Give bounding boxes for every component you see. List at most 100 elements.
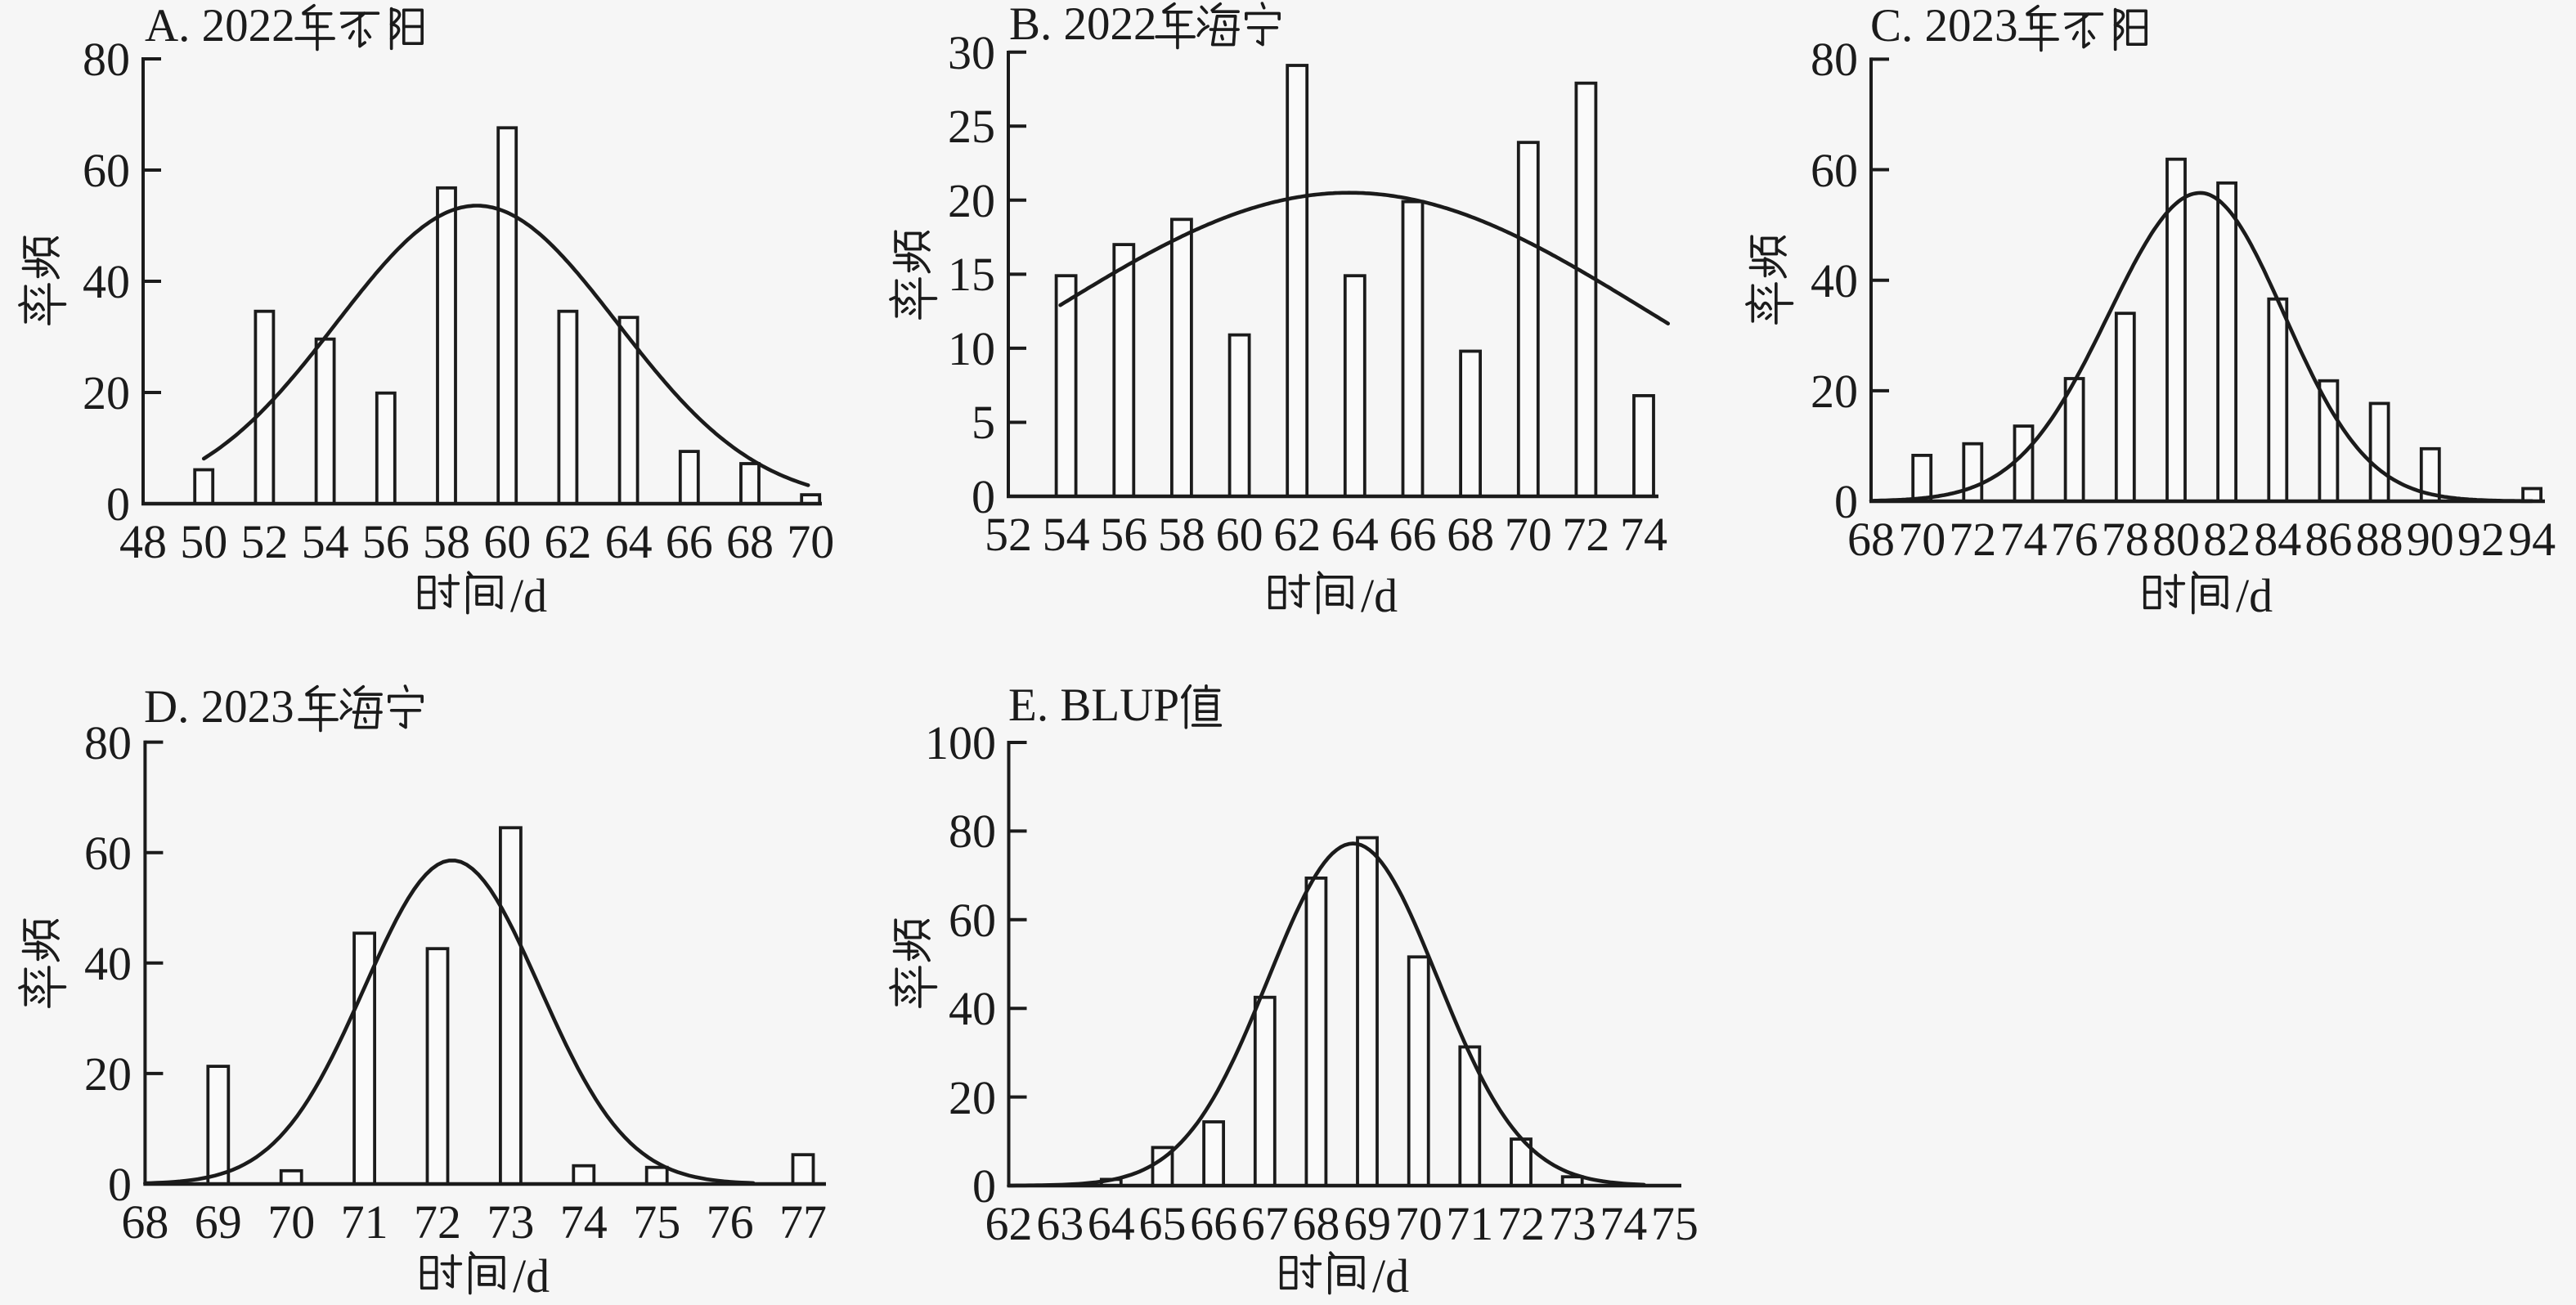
svg-text:0: 0 <box>1834 475 1858 528</box>
svg-text:66: 66 <box>1389 508 1437 561</box>
svg-text:0: 0 <box>108 1158 132 1211</box>
svg-text:/d: /d <box>1361 569 1398 622</box>
svg-text:25: 25 <box>948 100 995 153</box>
svg-text:80: 80 <box>83 33 130 86</box>
svg-text:75: 75 <box>633 1195 680 1249</box>
svg-text:69: 69 <box>1344 1197 1391 1250</box>
svg-text:66: 66 <box>1190 1197 1237 1250</box>
svg-text:68: 68 <box>121 1195 168 1249</box>
svg-text:74: 74 <box>2000 513 2048 566</box>
svg-text:64: 64 <box>1088 1197 1135 1250</box>
svg-text:B. 2022: B. 2022 <box>1009 0 1157 50</box>
svg-text:74: 74 <box>560 1195 608 1249</box>
svg-text:20: 20 <box>949 1071 996 1124</box>
svg-text:68: 68 <box>1847 513 1895 566</box>
svg-text:20: 20 <box>83 366 130 419</box>
svg-text:/d: /d <box>2236 569 2273 622</box>
svg-text:20: 20 <box>84 1047 132 1101</box>
svg-text:71: 71 <box>1446 1197 1493 1250</box>
svg-text:73: 73 <box>487 1195 534 1249</box>
svg-text:72: 72 <box>414 1195 461 1249</box>
svg-text:A. 2022: A. 2022 <box>145 0 295 52</box>
svg-text:58: 58 <box>423 515 470 568</box>
svg-text:52: 52 <box>985 508 1032 561</box>
svg-text:20: 20 <box>948 174 995 227</box>
svg-text:76: 76 <box>707 1195 754 1249</box>
svg-text:78: 78 <box>2102 513 2149 566</box>
svg-text:90: 90 <box>2407 513 2454 566</box>
svg-text:30: 30 <box>948 26 995 79</box>
svg-text:D. 2023: D. 2023 <box>144 681 294 733</box>
svg-text:80: 80 <box>949 805 996 858</box>
svg-text:15: 15 <box>948 248 995 301</box>
svg-text:E. BLUP: E. BLUP <box>1008 679 1179 731</box>
svg-text:72: 72 <box>1562 508 1609 561</box>
svg-text:86: 86 <box>2304 513 2352 566</box>
svg-text:80: 80 <box>2152 513 2200 566</box>
svg-text:40: 40 <box>949 982 996 1035</box>
svg-text:64: 64 <box>605 515 653 568</box>
svg-text:100: 100 <box>925 716 996 769</box>
svg-text:40: 40 <box>83 255 130 308</box>
svg-text:0: 0 <box>972 470 995 523</box>
svg-text:70: 70 <box>267 1195 315 1249</box>
svg-text:66: 66 <box>666 515 713 568</box>
svg-text:82: 82 <box>2203 513 2251 566</box>
svg-text:73: 73 <box>1549 1197 1596 1250</box>
svg-text:69: 69 <box>195 1195 242 1249</box>
svg-text:94: 94 <box>2508 513 2556 566</box>
svg-text:60: 60 <box>949 894 996 947</box>
svg-text:70: 70 <box>787 515 834 568</box>
svg-text:50: 50 <box>180 515 227 568</box>
svg-text:80: 80 <box>1811 33 1858 86</box>
svg-text:/d: /d <box>1372 1249 1409 1303</box>
svg-text:10: 10 <box>948 322 995 375</box>
svg-text:60: 60 <box>1811 144 1858 197</box>
svg-text:63: 63 <box>1036 1197 1084 1250</box>
svg-text:80: 80 <box>84 716 132 769</box>
svg-text:72: 72 <box>1497 1197 1545 1250</box>
svg-text:62: 62 <box>985 1197 1033 1250</box>
svg-text:56: 56 <box>362 515 410 568</box>
svg-text:77: 77 <box>779 1195 827 1249</box>
svg-text:74: 74 <box>1600 1197 1647 1250</box>
svg-text:60: 60 <box>84 827 132 880</box>
svg-text:0: 0 <box>106 478 130 531</box>
svg-text:5: 5 <box>972 396 995 449</box>
svg-text:70: 70 <box>1505 508 1552 561</box>
svg-text:68: 68 <box>1447 508 1494 561</box>
svg-text:60: 60 <box>83 144 130 197</box>
svg-text:74: 74 <box>1620 508 1667 561</box>
svg-text:68: 68 <box>726 515 774 568</box>
svg-text:56: 56 <box>1100 508 1147 561</box>
svg-text:60: 60 <box>483 515 531 568</box>
svg-text:71: 71 <box>341 1195 388 1249</box>
svg-text:67: 67 <box>1241 1197 1289 1250</box>
svg-text:54: 54 <box>1043 508 1090 561</box>
svg-text:75: 75 <box>1651 1197 1699 1250</box>
svg-text:62: 62 <box>1273 508 1321 561</box>
svg-text:52: 52 <box>240 515 288 568</box>
svg-text:58: 58 <box>1158 508 1205 561</box>
svg-text:0: 0 <box>972 1159 996 1213</box>
svg-text:20: 20 <box>1811 365 1858 418</box>
svg-text:40: 40 <box>1811 254 1858 307</box>
svg-text:65: 65 <box>1139 1197 1187 1250</box>
svg-text:88: 88 <box>2356 513 2403 566</box>
svg-text:40: 40 <box>84 937 132 990</box>
svg-text:60: 60 <box>1216 508 1263 561</box>
svg-text:70: 70 <box>1395 1197 1443 1250</box>
svg-text:C. 2023: C. 2023 <box>1870 0 2018 52</box>
svg-text:/d: /d <box>513 1249 550 1303</box>
svg-text:48: 48 <box>119 515 167 568</box>
svg-text:84: 84 <box>2254 513 2301 566</box>
svg-text:72: 72 <box>1949 513 1996 566</box>
svg-text:68: 68 <box>1292 1197 1340 1250</box>
svg-text:64: 64 <box>1331 508 1379 561</box>
svg-text:54: 54 <box>302 515 349 568</box>
svg-text:92: 92 <box>2457 513 2505 566</box>
svg-text:70: 70 <box>1898 513 1945 566</box>
svg-text:62: 62 <box>544 515 591 568</box>
svg-text:/d: /d <box>510 569 547 622</box>
svg-text:76: 76 <box>2051 513 2098 566</box>
